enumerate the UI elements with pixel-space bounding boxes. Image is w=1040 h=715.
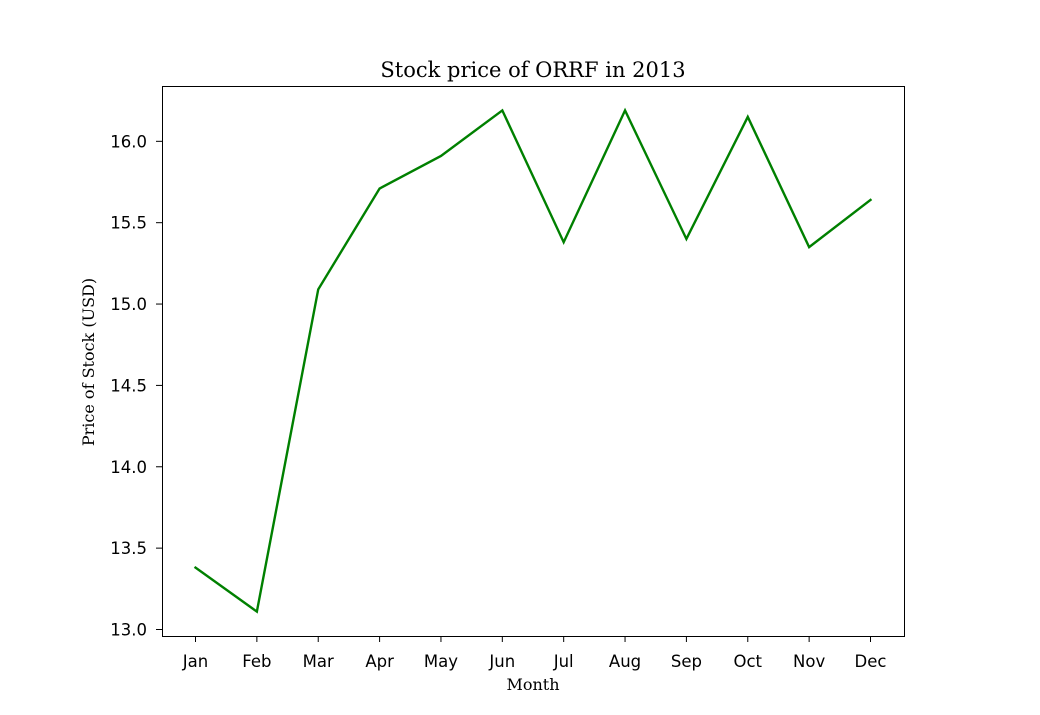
x-tick-label: Feb [242, 652, 271, 671]
x-tick-label: Aug [609, 652, 641, 671]
plot-area-frame [162, 86, 905, 637]
x-tick-label: Sep [671, 652, 702, 671]
y-tick-label: 15.5 [110, 214, 147, 233]
y-tick-label: 16.0 [110, 132, 147, 151]
y-tick-label: 13.5 [110, 539, 147, 558]
price-line-series [193, 107, 873, 614]
y-tick-label: 15.0 [110, 295, 147, 314]
x-tick-label: Jun [488, 652, 515, 671]
x-tick-label: May [424, 652, 458, 671]
y-tick-label: 14.5 [110, 376, 147, 395]
chart-title: Stock price of ORRF in 2013 [380, 58, 685, 82]
series-layer [193, 107, 873, 614]
x-tick-label: Oct [734, 652, 763, 671]
y-axis: 13.0 13.5 14.0 14.5 15.0 15.5 16.0 [110, 132, 162, 639]
x-tick-label: Jan [182, 652, 208, 671]
y-axis-label: Price of Stock (USD) [79, 278, 98, 446]
x-tick-label: Apr [365, 652, 394, 671]
x-tick-label: Mar [303, 652, 334, 671]
x-tick-label: Jul [553, 652, 574, 671]
x-axis: Jan Feb Mar Apr May Jun Jul Aug Sep Oct Nov Dec [182, 636, 887, 671]
x-tick-label: Dec [855, 652, 887, 671]
y-tick-label: 14.0 [110, 458, 147, 477]
x-tick-label: Nov [793, 652, 825, 671]
y-tick-label: 13.0 [110, 620, 147, 639]
x-axis-label: Month [506, 675, 559, 694]
